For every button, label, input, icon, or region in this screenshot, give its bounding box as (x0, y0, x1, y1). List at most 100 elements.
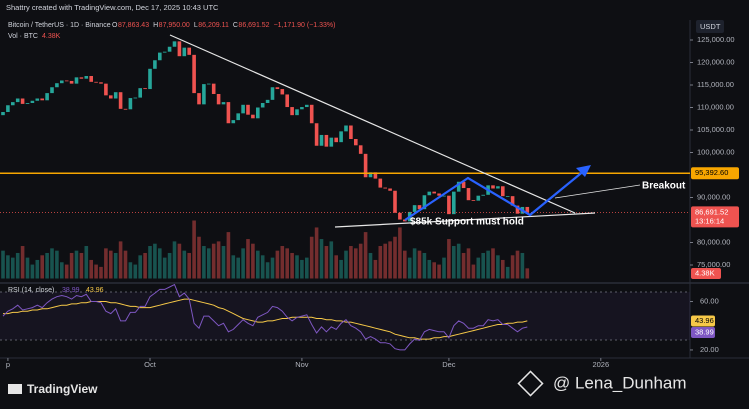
volume-bar (491, 248, 495, 279)
rsi-ma-label: 43.96 (695, 316, 714, 325)
ohlc-item: C (233, 22, 238, 29)
volume-bar (260, 255, 265, 279)
volume-bar (109, 250, 113, 279)
volume-bar (427, 259, 432, 279)
candle-body (40, 98, 44, 101)
volume-bar (388, 241, 392, 279)
candle-body (216, 94, 221, 105)
symbol: Bitcoin / TetherUS · 1D · Binance (8, 22, 111, 29)
annotation: $85k Support must hold (410, 217, 524, 228)
volume-bar (211, 243, 216, 279)
rsi-band (0, 292, 690, 340)
candle-body (393, 190, 397, 213)
candle-body (417, 205, 422, 210)
projection-path (404, 169, 586, 221)
volume-bar (231, 255, 236, 279)
candle-body (501, 186, 505, 197)
annotation: Breakout (642, 181, 686, 192)
trendline (169, 34, 576, 214)
volume-bar (30, 264, 35, 279)
volume-bar (456, 243, 461, 279)
volume-bar (452, 246, 456, 279)
x-tick-label: Oct (144, 360, 157, 369)
volume-bar (113, 252, 118, 279)
candle-body (231, 120, 236, 124)
volume-bar (251, 243, 255, 279)
candle-body (427, 191, 432, 196)
candle-body (275, 87, 280, 90)
ohlc-item: L (194, 22, 198, 29)
candle-body (265, 99, 270, 103)
candle-body (25, 103, 30, 104)
volume-bar (15, 252, 20, 279)
candle-body (290, 107, 294, 116)
candle-body (20, 98, 25, 104)
volume-bar (207, 248, 211, 279)
volume-bar (118, 241, 123, 279)
y-tick-label: 110,000.00 (697, 102, 734, 111)
candle-body (113, 92, 118, 99)
volume-bar (177, 243, 182, 279)
candle-body (270, 87, 275, 100)
candle-body (442, 195, 446, 197)
candle-body (280, 89, 285, 95)
candle-body (133, 97, 138, 99)
candle-body (305, 104, 309, 108)
header: Shattry created with TradingView.com, De… (6, 3, 219, 12)
last-price-label: 86,691.52 (695, 207, 728, 216)
volume-bar (314, 227, 319, 279)
candle-body (1, 112, 5, 116)
volume-bar (378, 246, 383, 279)
volume-bar (182, 250, 187, 279)
candle-body (207, 83, 211, 85)
volume-bar (104, 248, 108, 279)
ohlc-item: −1,171.90 (−1.33%) (274, 22, 336, 29)
candle-body (354, 139, 358, 146)
candle-body (192, 54, 196, 94)
volume-bar (128, 262, 133, 279)
volume-bar (520, 252, 525, 279)
candle-body (74, 77, 79, 84)
candle-body (15, 98, 20, 103)
candle-body (515, 205, 520, 214)
volume-bar (407, 257, 412, 279)
volume-bar (45, 252, 49, 279)
x-tick-label: Dec (442, 360, 456, 369)
candle-body (158, 52, 162, 61)
volume-bar (236, 257, 240, 279)
volume-bar (167, 252, 172, 279)
y-tick-label: 90,000.00 (697, 192, 730, 201)
resistance-label: 95,392.60 (695, 168, 728, 177)
volume-bar (40, 255, 44, 279)
volume-bar (412, 248, 417, 279)
volume-bar (192, 220, 196, 279)
volume-bar (496, 255, 500, 279)
ohlc-item: H (153, 22, 158, 29)
candle-body (403, 219, 407, 222)
x-tick-label: p (6, 360, 10, 369)
candle-body (11, 102, 15, 106)
volume-bar (442, 257, 446, 279)
candle-body (162, 51, 167, 53)
rsi-label-box (691, 326, 715, 338)
currency: USDT (700, 22, 721, 31)
volume-bar (1, 250, 5, 279)
candle-body (505, 196, 510, 197)
volume-bar (216, 241, 221, 279)
candle-body (69, 80, 74, 84)
candle-body (368, 172, 373, 178)
candle-body (256, 107, 260, 119)
volume-bar (437, 264, 441, 279)
volume-bar (324, 246, 329, 279)
volume-bar (265, 262, 270, 279)
volume-bar (383, 243, 387, 279)
candle-body (412, 205, 417, 212)
ohlc-item: 87,863.43 (118, 22, 149, 29)
volume-bar (221, 246, 226, 279)
volume-bar (447, 239, 451, 279)
candle-body (104, 83, 108, 96)
candle-body (94, 81, 98, 83)
volume-bar (99, 266, 103, 279)
candle-body (241, 104, 245, 114)
